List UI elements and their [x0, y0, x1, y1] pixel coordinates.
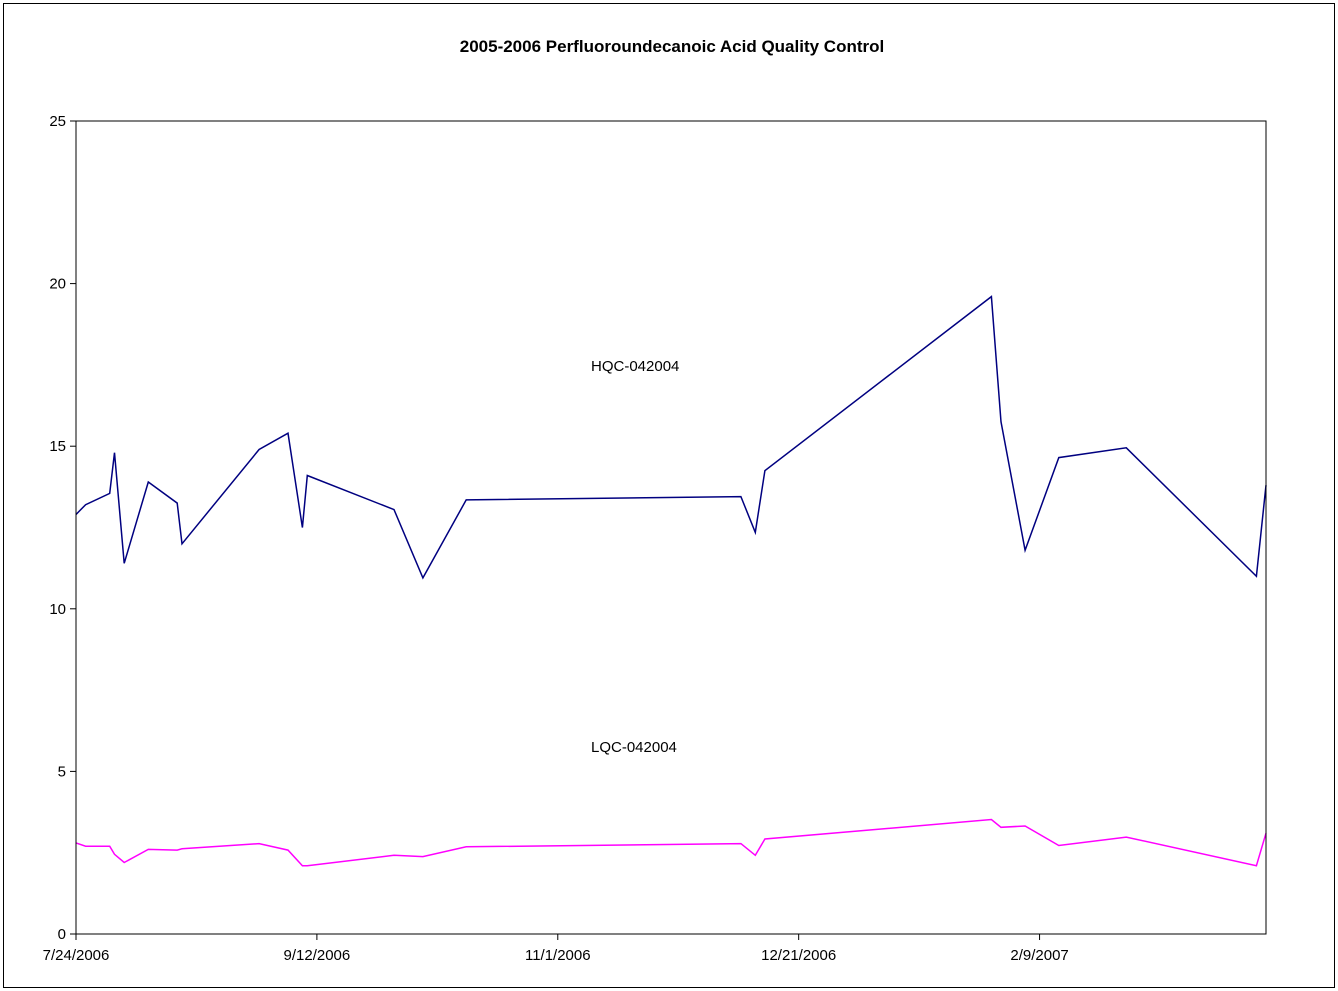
y-tick-label: 0	[58, 926, 66, 943]
axes-layer	[75, 120, 1267, 935]
series-layer	[75, 295, 1267, 867]
series-label-lqc: LQC-042004	[591, 739, 677, 756]
chart-title: 2005-2006 Perfluoroundecanoic Acid Quali…	[460, 37, 884, 56]
y-tick-label: 5	[58, 763, 66, 780]
x-tick-label: 12/21/2006	[761, 947, 836, 964]
y-tick-label: 25	[49, 113, 66, 130]
chart-frame: 2005-2006 Perfluoroundecanoic Acid Quali…	[3, 3, 1335, 988]
ticks-layer: 0 5 10 15 20 25 7/24/2006 9/12/2006 11/1/2006 12/…	[43, 113, 1069, 964]
x-tick-label: 9/12/2006	[284, 947, 351, 964]
x-tick-label: 11/1/2006	[525, 947, 591, 964]
x-tick-label: 2/9/2007	[1010, 947, 1068, 964]
y-tick-label: 20	[49, 276, 66, 293]
chart-svg: 2005-2006 Perfluoroundecanoic Acid Quali…	[43, 37, 1267, 964]
x-tick-label: 7/24/2006	[43, 947, 110, 964]
lqc-series-line	[75, 818, 1267, 867]
series-label-hqc: HQC-042004	[591, 358, 679, 375]
y-tick-label: 15	[49, 438, 66, 455]
plot-area-border	[75, 120, 1267, 935]
y-tick-label: 10	[49, 601, 66, 618]
hqc-series-line	[75, 295, 1267, 580]
